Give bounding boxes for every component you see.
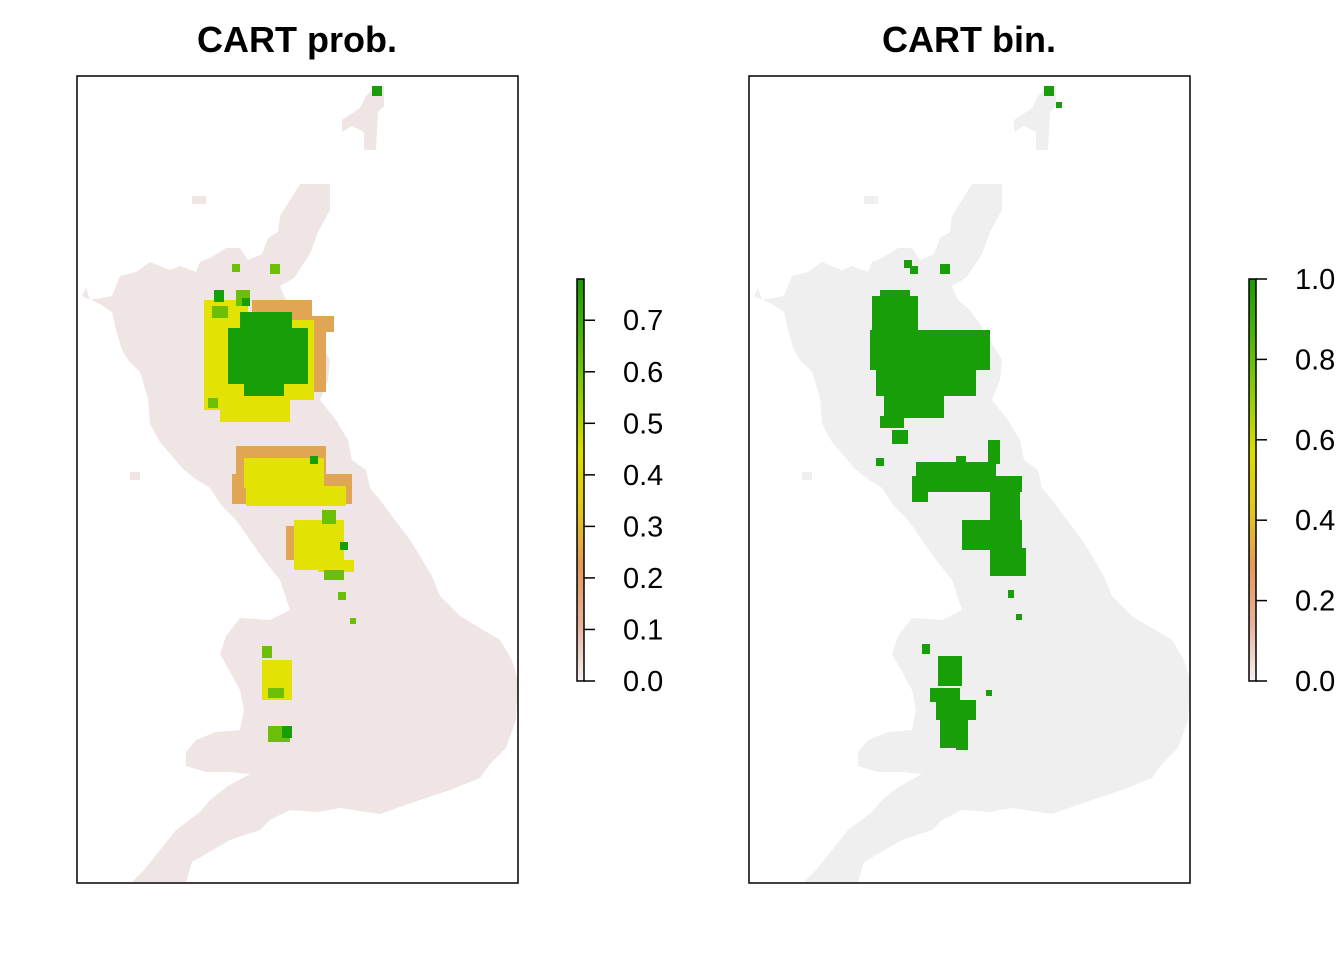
panel-cart-prob: CART prob. 0.0 0.1 0.2 0.3 0.4 0.5 0.6 0.7: [76, 19, 663, 884]
raster-cell: [930, 688, 960, 702]
panel-title: CART bin.: [882, 19, 1056, 60]
raster-cell: [246, 486, 346, 506]
raster-cell: [350, 618, 356, 624]
land-region: [802, 472, 812, 480]
raster-cell: [940, 264, 950, 274]
raster-cell: [242, 298, 250, 306]
raster-cell: [876, 374, 884, 382]
land-region: [1014, 86, 1056, 150]
raster-cell: [936, 700, 976, 720]
raster-cell: [338, 592, 346, 600]
land-region: [864, 196, 878, 204]
raster-cell: [904, 260, 912, 268]
raster-cell: [220, 396, 290, 422]
raster-cell: [880, 290, 910, 300]
legend-colorbar: [1248, 278, 1257, 682]
raster-cell: [262, 646, 272, 658]
raster-cell: [1008, 590, 1014, 598]
raster-cell: [884, 396, 944, 418]
land-region: [130, 472, 140, 480]
legend-tick-label: 0.0: [623, 666, 663, 698]
raster-cell: [916, 462, 996, 478]
raster-cell: [962, 520, 1022, 550]
legend-tick-label: 0.6: [623, 357, 663, 389]
legend-colorbar: [576, 278, 585, 682]
raster-cell: [956, 456, 966, 466]
raster-cell: [228, 328, 308, 384]
prediction-cells: [870, 86, 1062, 750]
legend-tick-label: 1.0: [1295, 264, 1335, 296]
raster-cell: [880, 416, 904, 428]
raster-cell: [318, 560, 354, 572]
raster-cell: [240, 312, 292, 332]
legend-tick-label: 0.6: [1295, 425, 1335, 457]
panel-cart-bin: CART bin. 0.0 0.2 0.4 0.6 0.8 1.0: [748, 19, 1335, 884]
map-raster: [754, 86, 1190, 882]
panel-title: CART prob.: [197, 19, 397, 60]
raster-cell: [310, 456, 318, 464]
legend-tick-label: 0.1: [623, 614, 663, 646]
raster-cell: [912, 488, 928, 502]
legend-tick-label: 0.5: [623, 408, 663, 440]
raster-cell: [876, 366, 976, 396]
legend-tick-label: 0.0: [1295, 666, 1335, 698]
raster-cell: [986, 690, 992, 696]
raster-cell: [322, 510, 336, 524]
raster-cell: [212, 306, 228, 318]
prediction-cells: [204, 86, 382, 742]
raster-cell: [922, 644, 930, 654]
raster-cell: [214, 290, 224, 302]
raster-cell: [990, 548, 1026, 576]
raster-cell: [990, 490, 1020, 520]
plot-frame: [748, 75, 1191, 884]
raster-cell: [892, 430, 908, 444]
color-legend: 0.0 0.1 0.2 0.3 0.4 0.5 0.6 0.7: [576, 278, 663, 698]
raster-cell: [340, 542, 348, 550]
raster-cell: [1056, 102, 1062, 108]
raster-cell: [876, 458, 884, 466]
raster-cell: [268, 688, 284, 698]
raster-cell: [1044, 86, 1054, 96]
raster-cell: [208, 398, 218, 408]
legend-tick-label: 0.2: [1295, 586, 1335, 618]
legend-tick-label: 0.4: [1295, 505, 1335, 537]
raster-cell: [324, 570, 344, 580]
legend-tick-label: 0.8: [1295, 344, 1335, 376]
raster-cell: [282, 726, 292, 738]
raster-cell: [232, 264, 240, 272]
raster-cell: [1016, 614, 1022, 620]
land-region: [192, 196, 206, 204]
land-region: [342, 86, 384, 150]
color-legend: 0.0 0.2 0.4 0.6 0.8 1.0: [1248, 264, 1335, 698]
raster-cell: [910, 266, 918, 274]
legend-tick-label: 0.2: [623, 563, 663, 595]
raster-cell: [372, 86, 382, 96]
legend-tick-label: 0.3: [623, 511, 663, 543]
map-raster: [82, 86, 518, 882]
plot-frame: [76, 75, 519, 884]
raster-cell: [270, 264, 280, 274]
raster-cell: [244, 380, 284, 396]
legend-tick-label: 0.7: [623, 305, 663, 337]
raster-cell: [938, 656, 962, 686]
raster-cell: [956, 736, 968, 750]
raster-cell: [872, 296, 918, 336]
legend-tick-label: 0.4: [623, 460, 663, 492]
raster-cell: [988, 440, 1000, 464]
raster-cell: [870, 330, 990, 370]
raster-cell: [912, 476, 1022, 492]
